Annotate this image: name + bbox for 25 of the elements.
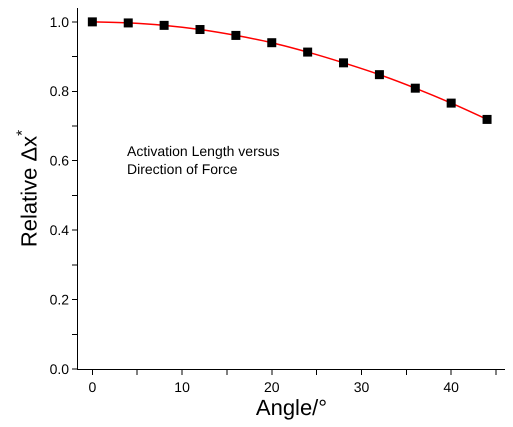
point [446, 98, 456, 108]
point [231, 30, 240, 40]
point [339, 58, 348, 68]
y-tick-label: 0.2 [50, 291, 70, 308]
y-tick-label: 0.4 [50, 222, 70, 238]
point [88, 17, 97, 26]
x-tick-label: 30 [354, 378, 370, 395]
y-tick-label: 0.8 [50, 83, 70, 100]
point [410, 84, 420, 93]
y-tick-label: 0.6 [50, 152, 70, 169]
y-tick-label: 0.0 [50, 360, 70, 377]
point [374, 70, 384, 80]
x-tick-label: 20 [264, 378, 280, 395]
x-tick-label: 0 [88, 378, 96, 395]
y-tick-label: 1.0 [50, 14, 70, 30]
x-axis-title: Angle/° [256, 394, 328, 420]
point [303, 48, 312, 57]
point [267, 38, 276, 48]
x-tick-label: 40 [443, 378, 460, 395]
point [160, 20, 169, 30]
annotation: Activation Length versus Direction of Force [127, 143, 280, 178]
point [124, 18, 133, 28]
x-tick-label: 10 [174, 378, 190, 395]
point [482, 114, 492, 124]
point [196, 25, 204, 34]
